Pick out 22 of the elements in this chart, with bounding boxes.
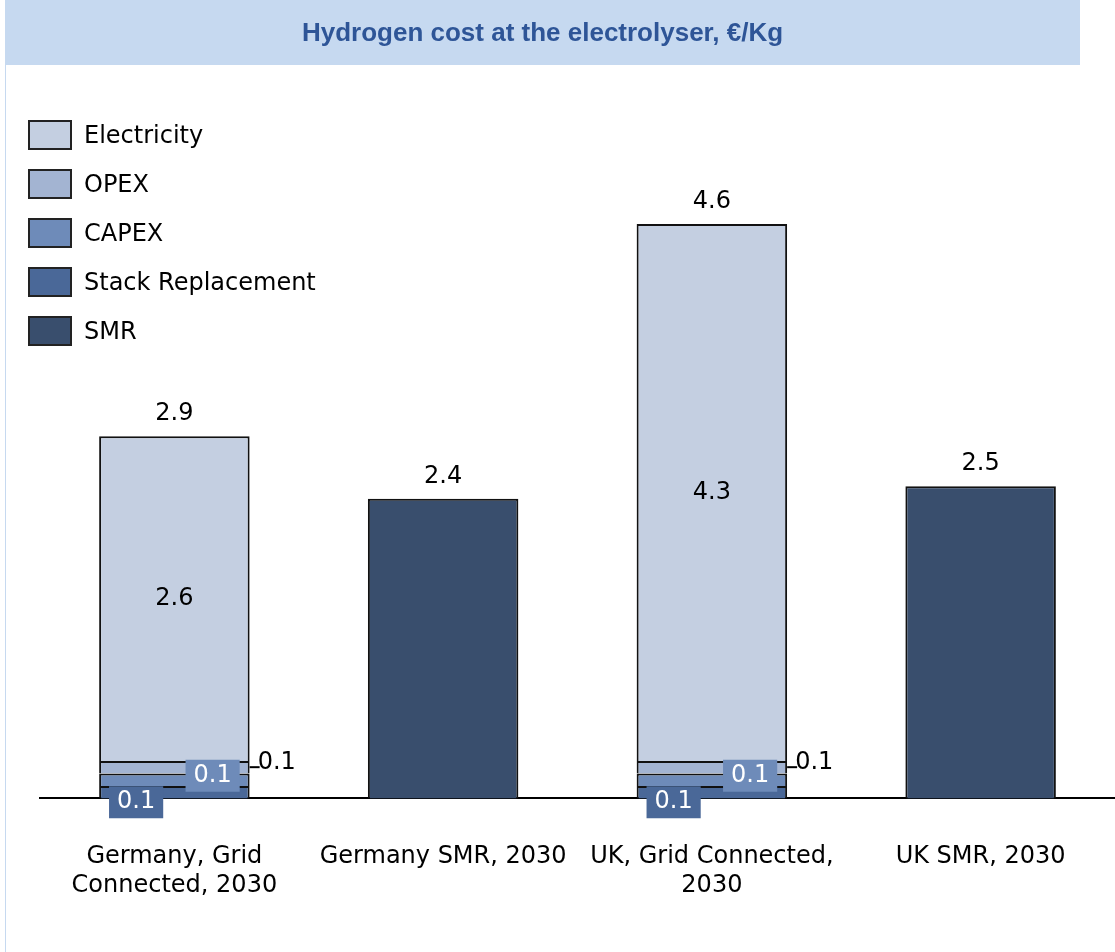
data-label: 0.1 [117,786,156,815]
legend-label: Stack Replacement [84,267,316,296]
data-label: 0.1 [731,759,770,788]
chart-title: Hydrogen cost at the electrolyser, €/Kg [5,0,1080,65]
data-label: 0.1 [795,747,834,776]
legend-label: SMR [84,316,137,345]
x-tick-label: Germany, Grid Connected, 2030 [71,841,278,898]
data-label: 2.5 [961,448,1000,477]
data-label: 0.1 [654,786,693,815]
x-tick-label: UK SMR, 2030 [895,841,1066,870]
data-label: 4.3 [692,476,731,505]
data-label: 0.1 [193,759,232,788]
legend-label: Electricity [84,120,204,149]
data-label: 0.1 [257,747,296,776]
x-tick-label: Germany SMR, 2030 [319,841,567,870]
total-label: 4.6 [692,186,731,215]
data-label: 2.4 [424,460,463,489]
data-label: 2.6 [155,582,194,611]
legend-label: OPEX [84,169,149,198]
legend-label: CAPEX [84,218,164,247]
total-label: 2.9 [155,398,194,427]
x-tick-label: UK, Grid Connected, 2030 [590,841,834,898]
